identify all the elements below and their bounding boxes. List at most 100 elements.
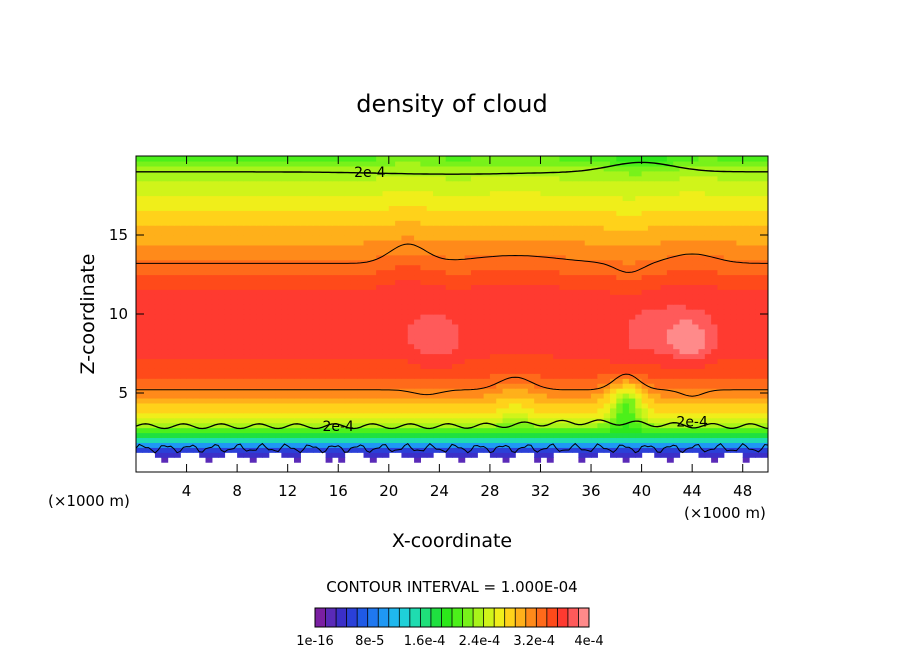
contour-cell xyxy=(350,304,358,310)
contour-cell xyxy=(559,373,567,379)
contour-cell xyxy=(218,397,226,404)
contour-cell xyxy=(477,363,485,369)
contour-cell xyxy=(477,230,485,236)
contour-cell xyxy=(199,333,207,340)
contour-cell xyxy=(388,427,396,434)
contour-cell xyxy=(666,230,674,236)
contour-cell xyxy=(142,333,150,340)
contour-cell xyxy=(382,244,390,251)
contour-cell xyxy=(344,279,352,285)
contour-cell xyxy=(262,309,270,315)
contour-cell xyxy=(628,254,636,261)
contour-cell xyxy=(761,254,768,261)
contour-cell xyxy=(256,239,263,246)
contour-cell xyxy=(654,235,662,241)
contour-cell xyxy=(382,284,390,290)
contour-cell xyxy=(477,235,485,241)
contour-cell xyxy=(622,407,630,414)
contour-cell xyxy=(717,239,725,246)
contour-cell xyxy=(357,264,365,271)
contour-cell xyxy=(167,309,175,315)
contour-cell xyxy=(452,215,459,221)
contour-cell xyxy=(546,279,554,285)
contour-cell xyxy=(211,393,219,399)
contour-cell xyxy=(685,407,693,414)
contour-cell xyxy=(464,422,472,429)
contour-cell xyxy=(256,328,263,335)
contour-cell xyxy=(420,304,428,310)
contour-cell xyxy=(603,378,611,384)
contour-cell xyxy=(199,225,207,231)
contour-cell xyxy=(256,279,263,285)
contour-cell xyxy=(369,259,377,266)
contour-cell xyxy=(414,353,421,360)
contour-cell xyxy=(458,235,466,241)
contour-cell xyxy=(660,427,668,434)
contour-cell xyxy=(742,274,750,281)
contour-cell xyxy=(622,254,630,261)
contour-cell xyxy=(584,249,592,256)
contour-cell xyxy=(388,225,396,231)
contour-cell xyxy=(666,412,674,419)
contour-cell xyxy=(578,383,586,389)
contour-cell xyxy=(407,294,415,300)
contour-cell xyxy=(572,299,579,305)
contour-cell xyxy=(527,230,535,236)
contour-cell xyxy=(445,417,453,424)
contour-cell xyxy=(540,348,548,355)
contour-cell xyxy=(749,230,756,236)
contour-cell xyxy=(603,368,611,374)
contour-cell xyxy=(388,274,396,281)
contour-cell xyxy=(622,338,630,345)
contour-cell xyxy=(610,235,617,241)
contour-cell xyxy=(489,442,497,448)
contour-cell xyxy=(148,378,156,384)
contour-cell xyxy=(344,417,352,424)
contour-cell xyxy=(489,412,497,419)
contour-cell xyxy=(635,422,643,429)
contour-cell xyxy=(376,299,384,305)
contour-cell xyxy=(711,402,719,409)
contour-cell xyxy=(616,279,624,285)
contour-cell xyxy=(275,328,282,335)
contour-cell xyxy=(591,432,598,439)
contour-cell xyxy=(401,289,409,295)
contour-cell xyxy=(287,210,295,216)
contour-cell xyxy=(647,239,655,246)
contour-cell xyxy=(546,417,554,424)
contour-cell xyxy=(470,368,478,374)
contour-cell xyxy=(673,343,681,350)
contour-cell xyxy=(218,427,226,434)
contour-cell xyxy=(452,348,459,355)
contour-cell xyxy=(136,333,143,340)
contour-cell xyxy=(439,289,447,295)
contour-cell xyxy=(300,318,308,325)
contour-cell xyxy=(628,412,636,419)
contour-cell xyxy=(679,259,687,266)
contour-cell xyxy=(294,338,301,345)
contour-cell xyxy=(742,353,750,360)
contour-cell xyxy=(287,407,295,414)
contour-cell xyxy=(698,452,706,458)
contour-cell xyxy=(685,437,693,443)
contour-cell xyxy=(281,333,289,340)
contour-cell xyxy=(218,269,226,276)
contour-cell xyxy=(546,393,554,399)
contour-cell xyxy=(180,412,188,419)
contour-cell xyxy=(300,407,308,414)
contour-cell xyxy=(736,220,744,226)
contour-cell xyxy=(565,407,573,414)
contour-cell xyxy=(445,437,453,443)
contour-cell xyxy=(325,353,333,360)
contour-cell xyxy=(565,328,573,335)
contour-cell xyxy=(180,225,188,231)
contour-cell xyxy=(704,309,712,315)
contour-cell xyxy=(572,235,579,241)
contour-cell xyxy=(331,393,339,399)
contour-cell xyxy=(755,437,763,443)
contour-cell xyxy=(546,244,554,251)
contour-cell xyxy=(306,309,314,315)
contour-cell xyxy=(142,279,150,285)
contour-cell xyxy=(395,432,403,439)
contour-cell xyxy=(382,407,390,414)
